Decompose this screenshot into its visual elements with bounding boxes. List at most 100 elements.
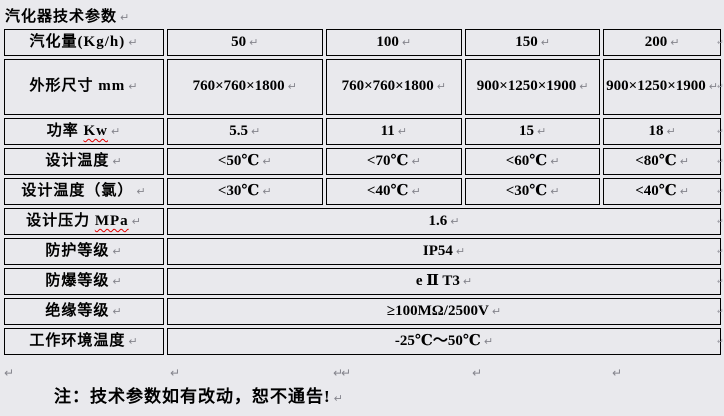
param-value: <80℃ [635, 152, 677, 169]
paragraph-mark: ↵ [128, 80, 139, 94]
param-value-cell-merged: 1.6 ↵ [166, 208, 721, 235]
paragraph-mark: ↵ [136, 184, 147, 198]
paragraph-mark: ↵ [131, 214, 142, 228]
paragraph-mark: ↵ [550, 184, 560, 198]
param-value-cell: 11 ↵ [325, 118, 463, 145]
param-value: 11 [380, 122, 395, 139]
param-label: 设计温度（氯） [21, 182, 134, 199]
param-value: 150 [515, 33, 538, 50]
param-value-cell: <30℃ ↵ [465, 178, 601, 205]
param-label-cell: 外形尺寸 mm ↵ [4, 59, 164, 115]
param-value: <30℃ [217, 182, 260, 199]
param-label-cell: 功率 Kw ↵ [4, 118, 164, 145]
param-value: 18 [648, 122, 664, 139]
param-value-cell: 50 ↵ [166, 29, 323, 56]
param-label: 功率 [46, 122, 84, 139]
param-value-cell: 760×760×1800 ↵ [166, 59, 323, 115]
param-value: 900×1250×1900 [606, 78, 706, 95]
param-label-cell: 防爆等级 ↵ [4, 268, 164, 295]
paragraph-mark: ↵ [411, 154, 421, 168]
paragraph-mark: ↵ [401, 35, 412, 49]
param-value: <40℃ [366, 182, 409, 199]
paragraph-mark: ↵ [666, 124, 676, 138]
row-end-mark: ↵ [717, 336, 724, 346]
param-value: -25℃～50℃ [394, 332, 481, 349]
param-value: <70℃ [366, 152, 409, 169]
paragraph-mark: ↵ [120, 11, 131, 24]
footer-note: 注：技术参数如有改动，恕不通告! ↵ [54, 382, 344, 407]
param-label: 设计压力 [26, 212, 95, 229]
paragraph-mark: ↵ [708, 80, 718, 94]
param-label: 外形尺寸 mm [29, 78, 126, 95]
param-value-cell-merged: ≥100MΩ/2500V ↵ [166, 298, 721, 325]
param-label-cell: 设计温度（氯） ↵ [4, 178, 164, 205]
param-label-cell: 设计压力 MPa ↵ [4, 208, 164, 235]
spec-table-row: 设计压力 MPa ↵ 1.6 ↵ [4, 208, 721, 235]
paragraph-mark: ↵ [483, 334, 494, 348]
row-end-mark: ↵ [717, 276, 724, 286]
param-value-cell-merged: -25℃～50℃ ↵ [166, 328, 721, 355]
row-end-mark: ↵ [717, 126, 724, 136]
param-value-cell: 18 ↵ [603, 118, 721, 145]
footer-note-text: 注：技术参数如有改动，恕不通告! [54, 387, 331, 406]
paragraph-mark: ↵ [450, 214, 460, 228]
param-label: 防爆等级 [45, 272, 110, 289]
spellcheck-word: Kw [83, 122, 108, 139]
paragraph-mark: ↵ [287, 80, 297, 94]
param-value: 15 [519, 122, 534, 139]
param-label-cell: 工作环境温度 ↵ [4, 328, 164, 355]
paragraph-mark: ↵ [679, 154, 689, 168]
paragraph-mark: ↵ [250, 124, 261, 138]
page-title: 汽化器技术参数 ↵ [5, 5, 130, 26]
param-value: <30℃ [505, 182, 548, 199]
row-end-mark: ↵ [717, 186, 724, 196]
param-value: <60℃ [505, 152, 548, 169]
param-value-cell: 900×1250×1900 ↵ [465, 59, 601, 115]
spec-table-row: 工作环境温度 ↵ -25℃～50℃ ↵ [4, 328, 721, 355]
paragraph-mark: ↵ [679, 184, 689, 198]
param-value-cell: 100 ↵ [325, 29, 463, 56]
param-value: IP54 [422, 242, 453, 259]
spec-table-body: 汽化量(Kg/h) ↵ 50 ↵ 100 ↵ 150 ↵ 200 ↵ 外形尺寸 mm ↵ 760×760… [4, 29, 721, 355]
paragraph-mark: ↵ [112, 274, 123, 288]
paragraph-mark: ↵ [670, 35, 680, 49]
param-value: 50 [231, 33, 247, 50]
param-value-cell: <40℃ ↵ [603, 178, 721, 205]
paragraph-mark: ↵ [333, 392, 344, 405]
param-label: 汽化量(Kg/h) [29, 33, 126, 50]
paragraph-mark: ↵ [112, 154, 123, 168]
param-value: 100 [376, 33, 399, 50]
param-label: 工作环境温度 [29, 332, 126, 349]
spec-table-row: 设计温度（氯） ↵ <30℃ ↵ <40℃ ↵ <30℃ ↵ <40℃ ↵ [4, 178, 721, 205]
row-end-mark: ↵ [717, 37, 724, 47]
param-label: 绝缘等级 [45, 302, 110, 319]
param-value-cell: <80℃ ↵ [603, 148, 721, 175]
paragraph-mark: ↵ [4, 366, 14, 380]
param-value-cell-merged: e Ⅱ T3 ↵ [166, 268, 721, 295]
param-value-cell: <70℃ ↵ [325, 148, 463, 175]
param-value-cell: 900×1250×1900 ↵ [603, 59, 721, 115]
paragraph-mark: ↵ [540, 35, 550, 49]
paragraph-mark: ↵ [128, 35, 139, 49]
paragraph-mark: ↵↵ [333, 366, 351, 380]
paragraph-mark: ↵ [455, 244, 466, 258]
spec-table-row: 设计温度 ↵ <50℃ ↵ <70℃ ↵ <60℃ ↵ <80℃ ↵ [4, 148, 721, 175]
spec-table-row: 汽化量(Kg/h) ↵ 50 ↵ 100 ↵ 150 ↵ 200 ↵ [4, 29, 721, 56]
paragraph-mark: ↵ [411, 184, 421, 198]
paragraph-mark: ↵ [112, 244, 123, 258]
param-value: 900×1250×1900 [476, 78, 577, 95]
spec-table-row: 防护等级 ↵ IP54 ↵ [4, 238, 721, 265]
spec-table-row: 防爆等级 ↵ e Ⅱ T3 ↵ [4, 268, 721, 295]
paragraph-mark: ↵ [111, 124, 122, 138]
param-label-cell: 汽化量(Kg/h) ↵ [4, 29, 164, 56]
param-value-cell: <30℃ ↵ [166, 178, 323, 205]
param-value-cell: 5.5 ↵ [166, 118, 323, 145]
paragraph-mark: ↵ [262, 184, 272, 198]
param-value-cell: 15 ↵ [465, 118, 601, 145]
param-value: 760×760×1800 [192, 78, 285, 95]
paragraph-mark: ↵ [472, 366, 482, 380]
paragraph-mark: ↵ [579, 80, 589, 94]
paragraph-mark: ↵ [491, 304, 502, 318]
param-value: ≥100MΩ/2500V [386, 302, 489, 319]
spec-table: 汽化量(Kg/h) ↵ 50 ↵ 100 ↵ 150 ↵ 200 ↵ 外形尺寸 mm ↵ 760×760… [1, 26, 724, 358]
